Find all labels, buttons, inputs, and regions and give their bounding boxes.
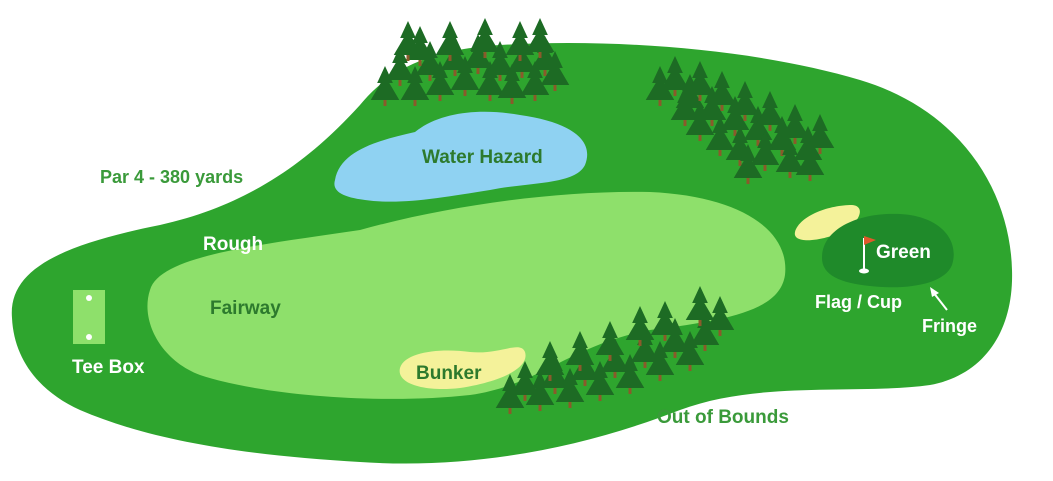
- pine-tree-icon: [795, 141, 825, 181]
- green-label: Green: [876, 242, 931, 263]
- pine-tree-icon: [645, 341, 675, 381]
- pine-tree-icon: [470, 18, 500, 58]
- pine-tree-icon: [685, 61, 715, 101]
- pine-tree-icon: [495, 374, 525, 414]
- pine-tree-icon: [685, 286, 715, 326]
- pine-tree-icon: [775, 138, 805, 178]
- pine-tree-icon: [650, 301, 680, 341]
- pine-tree-icon: [805, 114, 835, 154]
- pine-tree-icon: [505, 21, 535, 61]
- pine-tree-icon: [425, 61, 455, 101]
- pine-tree-icon: [435, 21, 465, 61]
- pine-tree-icon: [615, 354, 645, 394]
- flag-cup-label: Flag / Cup: [815, 292, 902, 312]
- water-hazard: [334, 111, 588, 202]
- pine-tree-icon: [535, 341, 565, 381]
- pine-tree-icon: [685, 101, 715, 141]
- pine-tree-icon: [520, 61, 550, 101]
- bunker-greenside: [794, 205, 860, 241]
- pine-tree-icon: [660, 56, 690, 96]
- pine-tree-icon: [755, 91, 785, 131]
- pine-tree-icon: [385, 46, 415, 86]
- fairway-area: [147, 191, 786, 399]
- pine-tree-icon: [750, 131, 780, 171]
- bunker-fairway: [399, 347, 526, 390]
- fringe-label: Fringe: [922, 316, 977, 336]
- pine-tree-icon: [705, 116, 735, 156]
- tee-marker-icon: [86, 334, 92, 340]
- water-hazard-label: Water Hazard: [422, 147, 543, 168]
- pine-tree-icon: [450, 56, 480, 96]
- pine-tree-icon: [555, 368, 585, 408]
- pine-tree-icon: [707, 71, 737, 111]
- pine-tree-icon: [540, 51, 570, 91]
- pine-tree-icon: [585, 361, 615, 401]
- tee-box-label: Tee Box: [72, 357, 145, 378]
- out-of-bounds-label: Out of Bounds: [657, 407, 789, 428]
- flag-icon: [864, 236, 876, 245]
- pine-tree-icon: [595, 321, 625, 361]
- putting-green: [822, 213, 954, 288]
- pine-tree-icon: [565, 331, 595, 371]
- bunker-label: Bunker: [416, 363, 482, 384]
- pine-tree-icon: [645, 66, 675, 106]
- fringe-arrow-icon: [930, 287, 939, 297]
- pine-tree-icon: [675, 331, 705, 371]
- pine-tree-icon: [670, 86, 700, 126]
- pine-tree-icon: [733, 144, 763, 184]
- pine-tree-icon: [705, 296, 735, 336]
- pine-tree-icon: [690, 311, 720, 351]
- pine-tree-icon: [730, 81, 760, 121]
- tee-marker-icon: [86, 295, 92, 301]
- pine-tree-icon: [510, 361, 540, 401]
- pine-tree-icon: [625, 306, 655, 346]
- fairway-label: Fairway: [210, 298, 281, 319]
- pine-tree-icon: [475, 61, 505, 101]
- pine-tree-icon: [393, 21, 423, 61]
- pine-tree-icon: [525, 18, 555, 58]
- pine-tree-icon: [525, 371, 555, 411]
- pine-tree-icon: [370, 66, 400, 106]
- pine-tree-icon: [630, 328, 660, 368]
- tree-groups: [370, 18, 835, 414]
- pine-tree-icon: [497, 64, 527, 104]
- pine-tree-icon: [780, 104, 810, 144]
- pine-tree-icon: [485, 41, 515, 81]
- pine-tree-icon: [400, 66, 430, 106]
- par-label: Par 4 - 380 yards: [100, 167, 243, 187]
- rough-label: Rough: [203, 234, 263, 255]
